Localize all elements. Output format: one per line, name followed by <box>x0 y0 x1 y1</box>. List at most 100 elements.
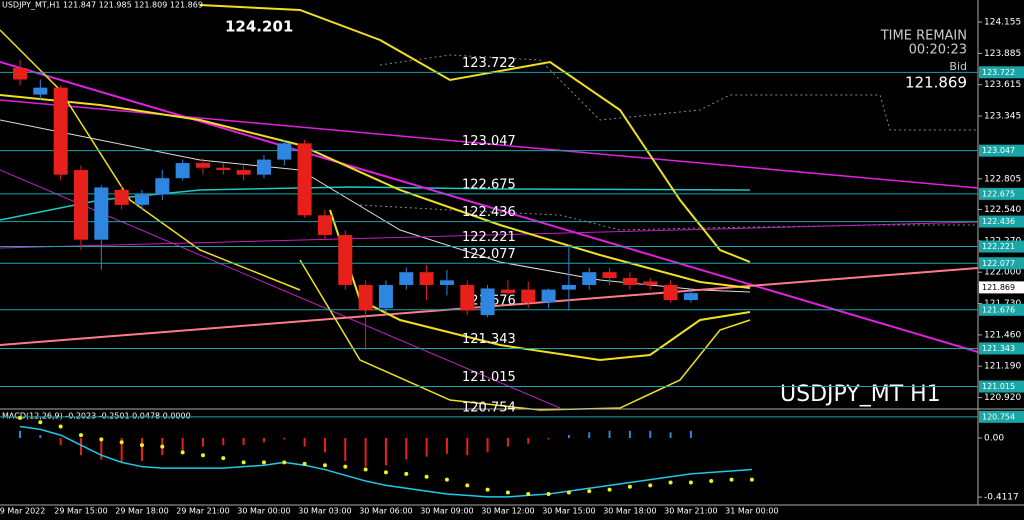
candle-body <box>561 284 576 290</box>
candle-body <box>216 167 231 171</box>
bid-axis-label: 121.869 <box>982 283 1015 292</box>
macd-signal-dot <box>99 437 104 442</box>
level-label: 123.047 <box>462 134 516 149</box>
candle-body <box>114 189 129 205</box>
macd-histogram-bar <box>547 437 550 440</box>
macd-signal-dot <box>505 490 510 495</box>
level-label: 122.436 <box>462 205 516 220</box>
x-tick-label: 30 Mar 09:00 <box>420 507 473 516</box>
x-tick-label: 31 Mar 00:00 <box>725 507 778 516</box>
candle-body <box>622 277 637 285</box>
y-tick-label: 121.190 <box>984 362 1021 372</box>
candle-body <box>175 163 190 179</box>
bid: 121.869 <box>905 74 967 92</box>
macd-signal-dot <box>749 477 754 482</box>
candle-body <box>256 159 271 175</box>
macd-histogram-bar <box>567 435 570 438</box>
bollinger-band <box>0 29 301 291</box>
macd-histogram-bar <box>669 432 672 438</box>
macd-signal-dot <box>648 483 653 488</box>
macd-histogram-bar <box>384 437 387 466</box>
level-axis-label: 120.754 <box>982 412 1015 421</box>
level-axis-label: 122.675 <box>982 189 1015 198</box>
macd-histogram-bar <box>425 437 428 457</box>
candle-body <box>683 293 698 301</box>
macd-signal-dot <box>38 420 43 425</box>
level-axis-box <box>979 187 1024 200</box>
macd-signal-dot <box>729 477 734 482</box>
x-tick-label: 29 Mar 2022 <box>0 507 45 516</box>
macd-histogram-bar <box>59 437 62 446</box>
candle-body <box>663 284 678 301</box>
candle-body <box>53 87 68 175</box>
macd-histogram-bar <box>466 437 469 456</box>
level-axis-label: 121.015 <box>982 382 1015 391</box>
level-axis-box <box>979 144 1024 157</box>
x-tick-label: 30 Mar 21:00 <box>664 507 717 516</box>
level-axis-label: 121.676 <box>982 305 1015 314</box>
macd-signal-dot <box>587 489 592 494</box>
bid-label: Bid <box>949 60 967 73</box>
macd-histogram-bar <box>283 437 286 440</box>
macd-signal-dot <box>383 470 388 475</box>
candle-body <box>643 281 658 285</box>
candle-body <box>399 272 414 285</box>
x-tick-label: 29 Mar 18:00 <box>115 507 168 516</box>
macd-histogram-bar <box>527 437 530 444</box>
candle-body <box>582 272 597 285</box>
macd-histogram-bar <box>222 437 225 446</box>
macd-signal-dot <box>18 415 22 420</box>
trend-line <box>0 61 979 353</box>
level-axis-box <box>979 240 1024 253</box>
macd-signal-dot <box>607 487 612 492</box>
macd-signal-dot <box>261 460 266 465</box>
candle-body <box>195 163 210 168</box>
candle-body <box>277 143 292 160</box>
level-label: 123.722 <box>462 56 516 71</box>
level-axis-box <box>979 303 1024 316</box>
macd-signal-dot <box>282 460 287 465</box>
macd-histogram-bar <box>506 437 509 447</box>
level-axis-label: 121.343 <box>982 344 1015 353</box>
macd-histogram-bar <box>262 437 265 443</box>
x-tick-label: 30 Mar 06:00 <box>359 507 412 516</box>
macd-signal-dot <box>322 463 327 468</box>
macd-signal-dot <box>200 453 205 458</box>
candle-body <box>297 143 312 216</box>
macd-histogram-bar <box>628 430 631 438</box>
macd-signal-dot <box>627 484 632 489</box>
x-tick-label: 30 Mar 15:00 <box>542 507 595 516</box>
macd-histogram-bar <box>405 437 408 460</box>
candle-body <box>541 289 556 303</box>
x-tick-label: 30 Mar 03:00 <box>298 507 351 516</box>
y-tick-label: 122.540 <box>984 205 1021 215</box>
level-axis-box <box>979 66 1024 79</box>
candle-body <box>358 284 373 311</box>
macd-signal-dot <box>709 479 714 484</box>
candle-body <box>419 272 434 285</box>
x-tick-label: 29 Mar 21:00 <box>176 507 229 516</box>
macd-title: MACD(12,26,9) -0.2023 -0.2501 0.0478 0.0… <box>2 412 191 421</box>
candle-body <box>155 178 170 195</box>
candle-body <box>500 289 515 294</box>
trend-line <box>0 169 561 409</box>
bollinger-band <box>199 4 751 263</box>
macd-histogram-bar <box>486 437 489 453</box>
macd-signal-dot <box>139 443 144 448</box>
macd-signal-dot <box>526 491 531 496</box>
watermark: USDJPY_MT H1 <box>780 382 941 407</box>
candle-body <box>236 170 251 175</box>
level-axis-box <box>979 215 1024 228</box>
macd-histogram-bar <box>608 430 611 438</box>
y-tick-label: 123.345 <box>984 112 1021 122</box>
macd-signal-dot <box>302 461 307 466</box>
candle-body <box>317 215 332 236</box>
macd-histogram-bar <box>323 437 326 453</box>
trend-line <box>0 221 979 249</box>
candle-body <box>338 235 353 285</box>
macd-histogram-bar <box>689 430 692 438</box>
macd-histogram-bar <box>242 437 245 446</box>
macd-histogram-bar <box>140 437 143 461</box>
y-tick-label: -0.4117 <box>984 493 1019 503</box>
